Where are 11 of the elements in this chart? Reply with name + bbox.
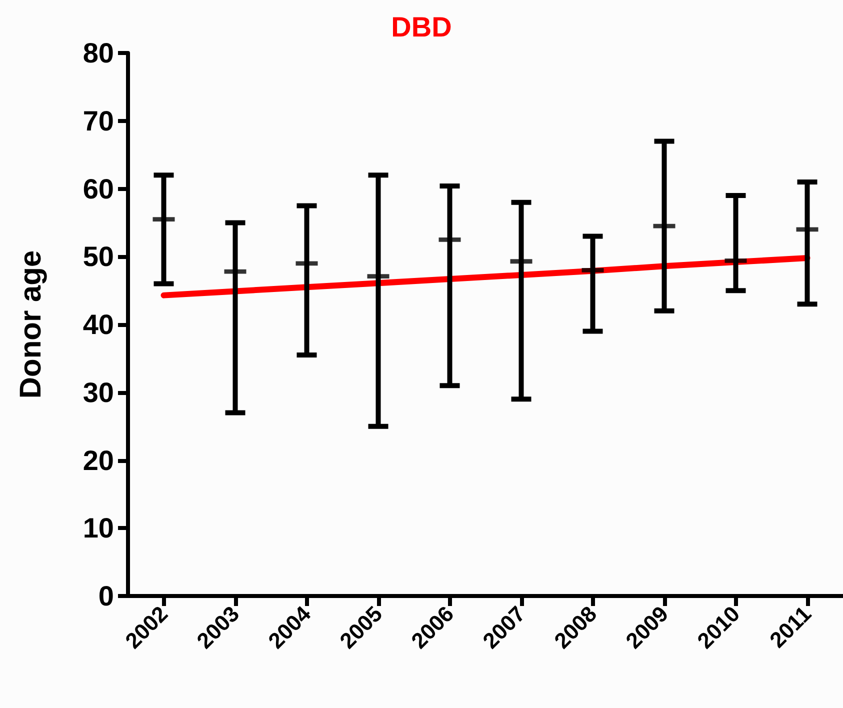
y-axis-title: Donor age xyxy=(14,250,48,399)
y-tick-label: 0 xyxy=(98,580,114,612)
y-tick-label: 20 xyxy=(82,444,114,476)
y-tick-label: 40 xyxy=(82,309,114,340)
chart-title: DBD xyxy=(391,12,452,42)
y-tick-label: 80 xyxy=(82,38,114,68)
y-tick-label: 70 xyxy=(82,105,114,136)
y-tick-label: 60 xyxy=(82,173,114,204)
y-tick-label: 50 xyxy=(82,241,114,272)
y-tick-label: 10 xyxy=(82,512,114,544)
y-tick-label: 30 xyxy=(82,376,114,408)
